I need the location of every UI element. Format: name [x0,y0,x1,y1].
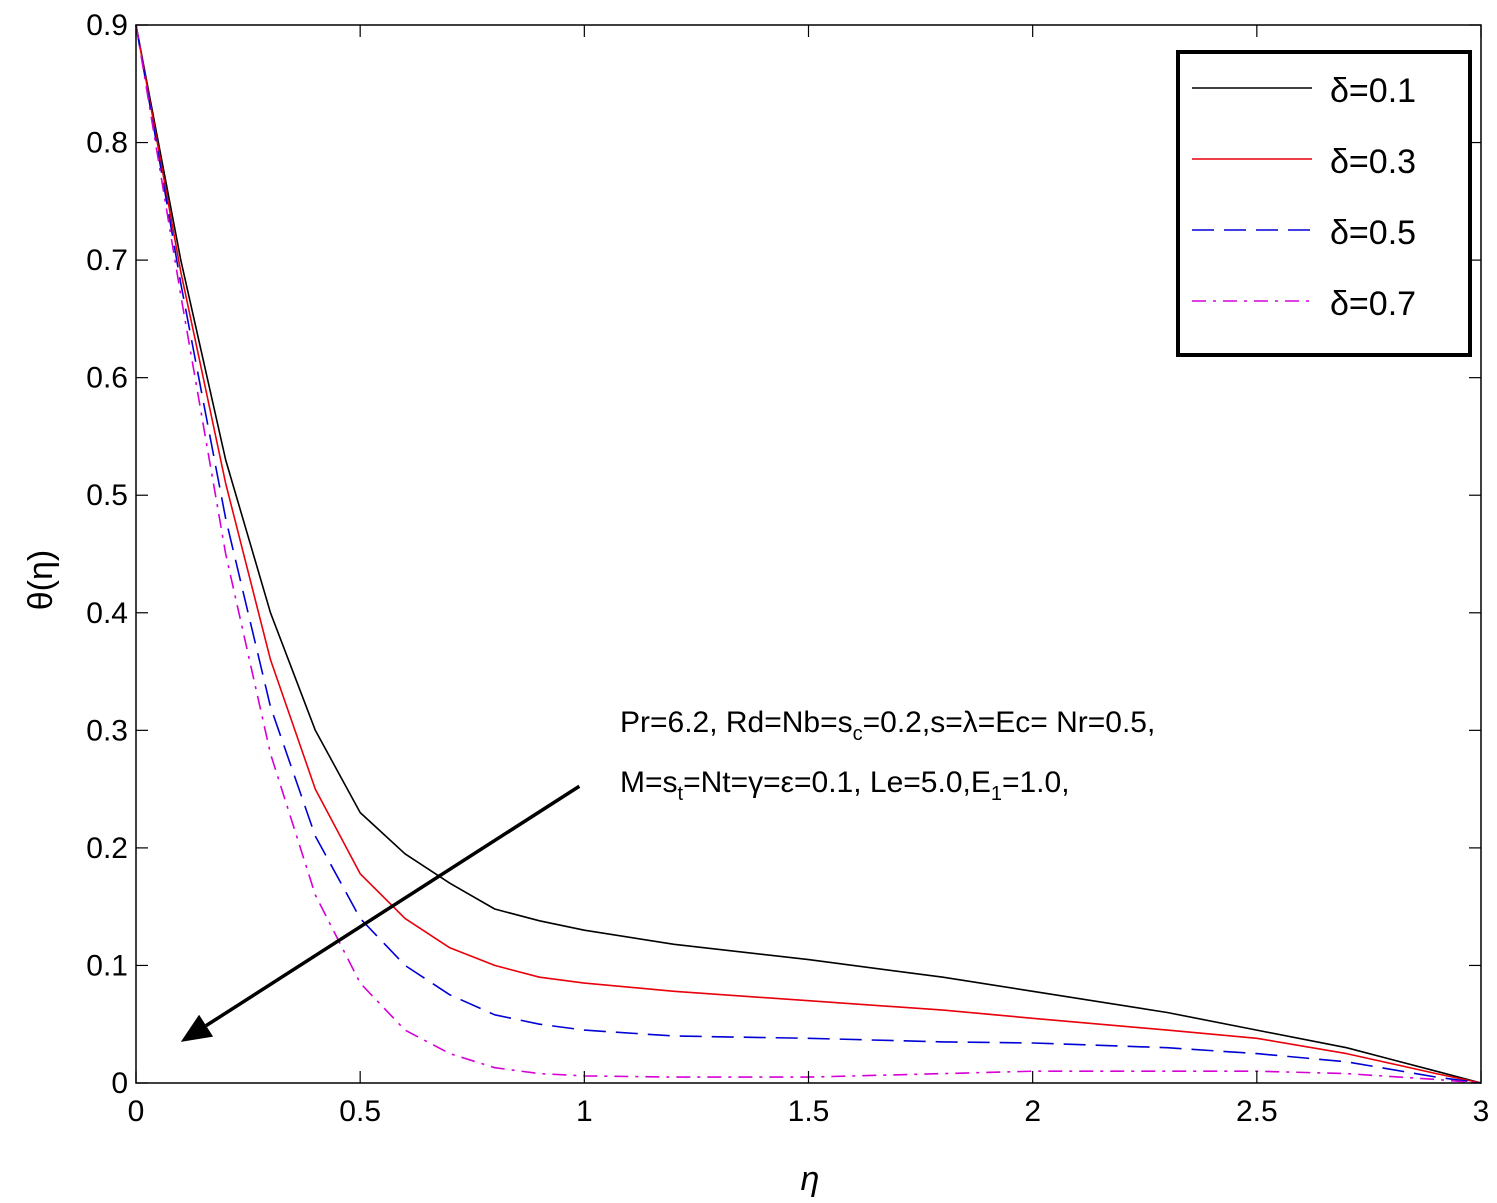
legend: δ=0.1 δ=0.3 δ=0.5 δ=0.7 [1176,50,1472,357]
y-axis-label: θ(η) [22,550,60,610]
x-tick-label: 1 [576,1095,593,1128]
x-tick-label: 3 [1473,1095,1490,1128]
x-tick-label: 0 [128,1095,145,1128]
x-tick-label: 0.5 [339,1095,381,1128]
x-tick-label: 1.5 [788,1095,830,1128]
y-tick-label: 0.6 [86,362,128,395]
legend-label-2: δ=0.3 [1330,143,1416,181]
annotation-arrow-line [205,784,581,1028]
series-line-2 [135,24,1482,1084]
legend-box [1176,50,1472,357]
tick-layer: 0 0.5 1 1.5 2 2.5 3 0 0.1 0.2 0.3 0.4 0.5 0.6 0.7 0.8 0.… [86,9,1489,1128]
y-tick-label: 0.8 [86,127,128,160]
y-tick-label: 0.5 [86,479,128,512]
legend-label-4: δ=0.7 [1330,285,1416,323]
x-tick-label: 2 [1024,1095,1041,1128]
y-tick-label: 0.2 [86,832,128,865]
series-layer [135,24,1482,1084]
series-line-1 [135,24,1482,1084]
series-line-3 [135,24,1482,1084]
series-line-4 [135,24,1482,1084]
x-axis-label: η [801,1160,820,1198]
y-tick-label: 0.4 [86,597,128,630]
y-tick-label: 0.9 [86,9,128,42]
x-tick-label: 2.5 [1236,1095,1278,1128]
annotation-line-2: M=st=Nt=γ=ε=0.1, Le=5.0,E1=1.0, [620,766,1070,805]
parameter-annotation: Pr=6.2, Rd=Nb=sc=0.2,s=λ=Ec= Nr=0.5, M=s… [180,706,1155,1042]
y-tick-label: 0 [111,1067,128,1100]
annotation-arrow-head [180,1014,214,1042]
legend-label-1: δ=0.1 [1330,72,1416,110]
y-tick-label: 0.3 [86,714,128,747]
y-tick-label: 0.1 [86,949,128,982]
y-tick-label: 0.7 [86,244,128,277]
annotation-line-1: Pr=6.2, Rd=Nb=sc=0.2,s=λ=Ec= Nr=0.5, [620,706,1155,745]
legend-label-3: δ=0.5 [1330,214,1416,252]
